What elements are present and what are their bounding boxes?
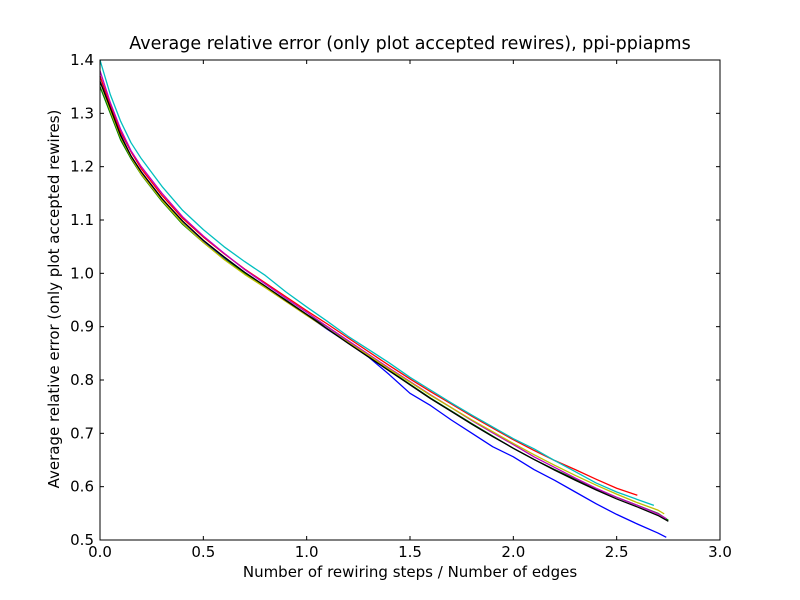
y-tick-label: 1.1 — [70, 211, 94, 229]
series-line-6 — [99, 81, 665, 515]
y-tick-label: 0.9 — [70, 318, 94, 336]
y-tick-label: 0.6 — [70, 478, 94, 496]
x-tick-label: 3.0 — [708, 543, 732, 561]
series-layer — [99, 59, 669, 538]
series-line-2 — [99, 86, 669, 521]
y-tick-label: 0.7 — [70, 424, 94, 442]
y-tick-label: 1.0 — [70, 264, 94, 282]
y-tick-label: 0.8 — [70, 371, 94, 389]
y-tick-label: 1.4 — [70, 51, 94, 69]
series-line-3 — [99, 75, 638, 496]
series-line-7 — [99, 81, 669, 522]
y-tick-label: 1.2 — [70, 158, 94, 176]
x-axis-label: Number of rewiring steps / Number of edg… — [243, 563, 577, 581]
series-line-4 — [99, 59, 655, 506]
x-tick-label: 1.0 — [295, 543, 319, 561]
tick-layer: 0.0 0.5 1.0 1.5 2.0 2.5 3.00.50.60.70.80.91.01… — [70, 51, 732, 561]
y-tick-label: 0.5 — [70, 531, 94, 549]
x-tick-label: 1.5 — [398, 543, 422, 561]
plot-frame — [99, 59, 721, 541]
series-line-1 — [99, 75, 667, 538]
y-tick-label: 1.3 — [70, 104, 94, 122]
series-line-5 — [99, 70, 667, 520]
x-tick-label: 0.5 — [191, 543, 215, 561]
chart-title: Average relative error (only plot accept… — [129, 34, 690, 54]
x-tick-label: 0.0 — [88, 543, 112, 561]
y-axis-label: Average relative error (only plot accept… — [45, 110, 63, 489]
x-tick-label: 2.0 — [501, 543, 525, 561]
x-tick-label: 2.5 — [605, 543, 629, 561]
